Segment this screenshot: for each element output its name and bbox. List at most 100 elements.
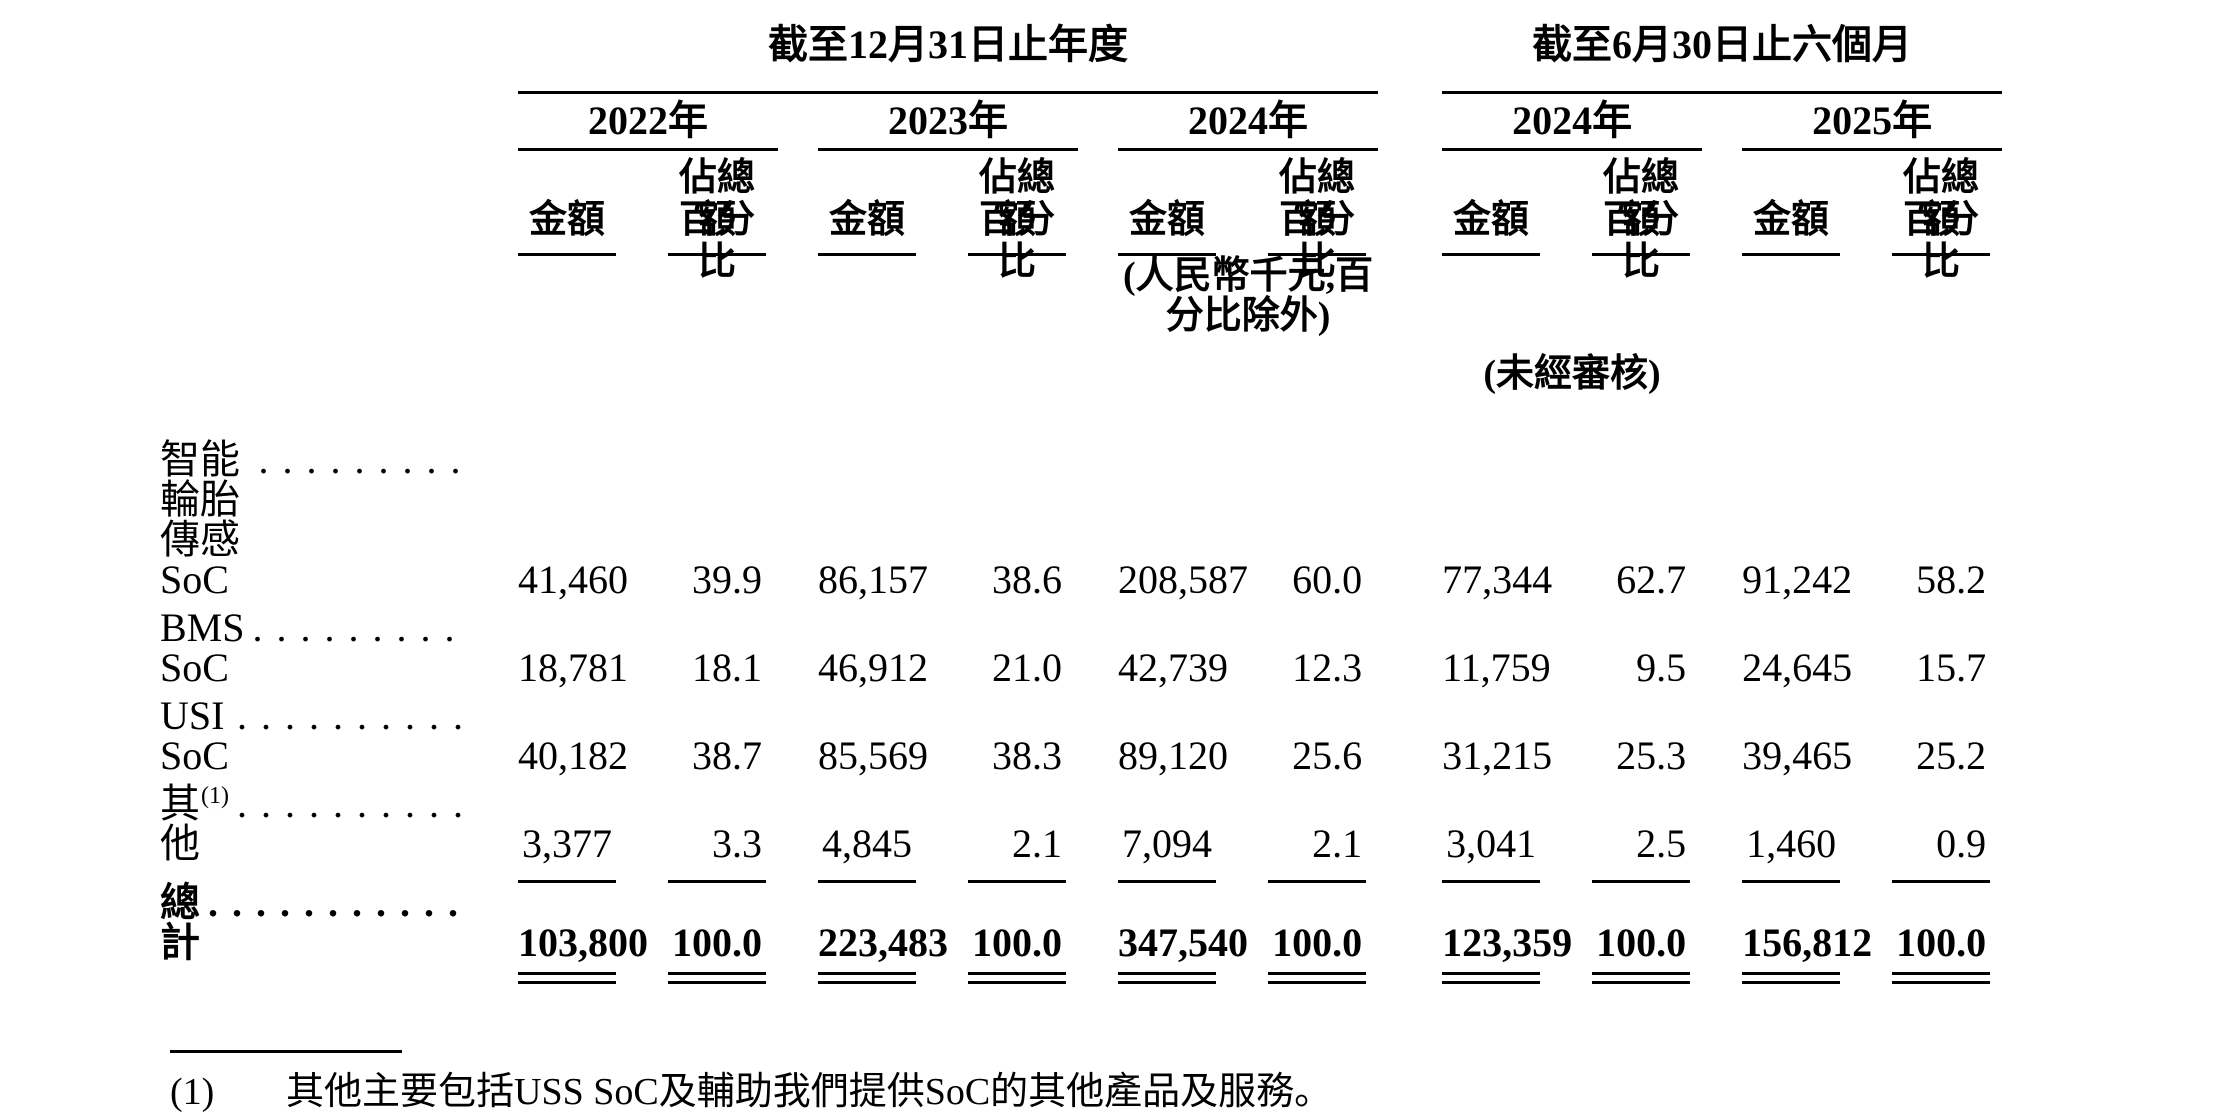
cell-value: 100.0	[1268, 923, 1367, 984]
cell-value: 39.9	[692, 557, 762, 602]
percent-header-line2: 百分比	[1903, 199, 1980, 283]
cell-value: 41,460	[518, 557, 628, 602]
percent-header-line2: 百分比	[978, 199, 1055, 283]
period-group-annual: 截至12月31日止年度	[506, 0, 1406, 94]
value-cell: 100.0	[1580, 883, 1730, 984]
cell-value: 100.0	[1892, 923, 1991, 984]
cell-value: 3.3	[668, 824, 766, 883]
dot-leader: . . . . . . . . . . . . . . . . . . . . …	[236, 696, 466, 736]
cell-value: 38.3	[992, 733, 1062, 778]
subheader-percent: 佔總額 百分比	[656, 151, 806, 283]
unit-note: (人民幣千元,百分比除外)	[1122, 255, 1374, 337]
value-cell: 0.9	[1880, 784, 2030, 883]
amount-header: 金額	[1453, 199, 1530, 241]
percent-header-line1: 佔總額	[1903, 157, 1980, 241]
cell-value: 103,800	[518, 923, 648, 984]
cell-value: 24,645	[1742, 645, 1853, 690]
footnote-section: (1) 其他主要包括USS SoC及輔助我們提供SoC的其他產品及服務。	[170, 1050, 2228, 1115]
value-cell: 38.6	[956, 440, 1106, 608]
value-cell: 41,460	[506, 440, 656, 608]
percent-header-line2: 百分比	[1603, 199, 1680, 283]
value-cell: 100.0	[1880, 883, 2030, 984]
row-label: USI SoC	[160, 693, 229, 778]
period-group-row: 截至12月31日止年度 截至6月30日止六個月	[150, 0, 2030, 94]
value-cell: 21.0	[956, 608, 1106, 696]
group-gap	[1406, 883, 1430, 975]
subheader-percent: 佔總額 百分比	[1880, 151, 2030, 283]
value-cell: 89,120	[1106, 696, 1256, 784]
value-cell: 103,800	[506, 883, 656, 984]
value-cell: 3,041	[1430, 784, 1580, 883]
cell-value: 347,540	[1118, 923, 1248, 984]
table-row: 總計. . . . . . . . . . . . . . . . . . . …	[150, 883, 2030, 984]
cell-value: 4,845	[818, 824, 916, 883]
value-cell: 4,845	[806, 784, 956, 883]
value-cell: 2.5	[1580, 784, 1730, 883]
cell-value: 62.7	[1616, 557, 1687, 602]
value-cell: 100.0	[956, 883, 1106, 984]
amount-header: 金額	[528, 199, 605, 241]
value-cell: 1,460	[1730, 784, 1880, 883]
cell-value: 2.1	[968, 824, 1066, 883]
row-label: BMS SoC	[160, 605, 245, 690]
cell-value: 58.2	[1916, 557, 1987, 602]
value-cell: 347,540	[1106, 883, 1256, 984]
table-row: 其他(1) . . . . . . . . . . . . . . . . . .…	[150, 783, 2030, 883]
year-2023: 2023年	[806, 94, 1106, 151]
value-cell: 77,344	[1430, 440, 1580, 608]
amount-header: 金額	[828, 199, 905, 241]
cell-value: 9.5	[1636, 645, 1687, 690]
unit-note-row: (人民幣千元,百分比除外)	[150, 256, 2030, 340]
cell-value: 89,120	[1118, 733, 1228, 778]
year-2024: 2024年	[1106, 94, 1406, 151]
subheader-percent: 佔總額 百分比	[956, 151, 1106, 283]
unaudited-note-cell: (未經審核)	[1430, 340, 1730, 398]
value-cell: 3.3	[656, 784, 806, 883]
value-cell: 58.2	[1880, 440, 2030, 608]
row-label: 智能輪胎傳感SoC	[160, 437, 240, 602]
spacer-row	[150, 398, 2030, 440]
value-cell: 42,739	[1106, 608, 1256, 696]
subheader-amount: 金額	[1730, 151, 1880, 256]
percent-header-line1: 佔總額	[1603, 157, 1680, 241]
cell-value: 25.2	[1916, 733, 1987, 778]
footnote-ref: (1)	[201, 783, 229, 809]
value-cell: 11,759	[1430, 608, 1580, 696]
cell-value: 42,739	[1118, 645, 1228, 690]
value-cell: 100.0	[1256, 883, 1406, 984]
group-gap	[1406, 608, 1430, 696]
percent-header-line1: 佔總額	[1279, 157, 1356, 241]
cell-value: 39,465	[1742, 733, 1853, 778]
cell-value: 3,377	[518, 824, 616, 883]
value-cell: 62.7	[1580, 440, 1730, 608]
value-cell: 40,182	[506, 696, 656, 784]
cell-value: 208,587	[1118, 557, 1248, 602]
cell-value: 25.3	[1616, 733, 1687, 778]
cell-value: 21.0	[992, 645, 1062, 690]
cell-value: 2.5	[1592, 824, 1691, 883]
dot-leader: . . . . . . . . . . . . . . . . . . . . …	[208, 883, 466, 923]
year-2025-interim: 2025年	[1730, 94, 2030, 151]
dot-leader: . . . . . . . . . . . . . . . . . . . . …	[236, 784, 466, 824]
subheader-amount: 金額	[1430, 151, 1580, 256]
corner-cell	[150, 94, 506, 151]
cell-value: 12.3	[1292, 645, 1363, 690]
corner-cell	[150, 340, 506, 398]
value-cell: 38.3	[956, 696, 1106, 784]
footnote-divider	[170, 1050, 402, 1053]
cell-value: 86,157	[818, 557, 928, 602]
value-cell: 86,157	[806, 440, 956, 608]
cell-value: 156,812	[1742, 923, 1872, 984]
value-cell: 156,812	[1730, 883, 1880, 984]
value-cell: 2.1	[956, 784, 1106, 883]
unaudited-note-row: (未經審核)	[150, 340, 2030, 398]
dot-leader: . . . . . . . . . . . . . . . . . . . . …	[258, 440, 466, 480]
subheader-amount: 金額	[1106, 151, 1256, 256]
row-label-cell: 總計. . . . . . . . . . . . . . . . . . . …	[150, 883, 506, 975]
value-cell: 12.3	[1256, 608, 1406, 696]
percent-header-line1: 佔總額	[978, 157, 1055, 241]
group-gap	[1406, 340, 1430, 398]
group-gap	[1406, 440, 1430, 608]
value-cell: 60.0	[1256, 440, 1406, 608]
cell-value: 18,781	[518, 645, 628, 690]
